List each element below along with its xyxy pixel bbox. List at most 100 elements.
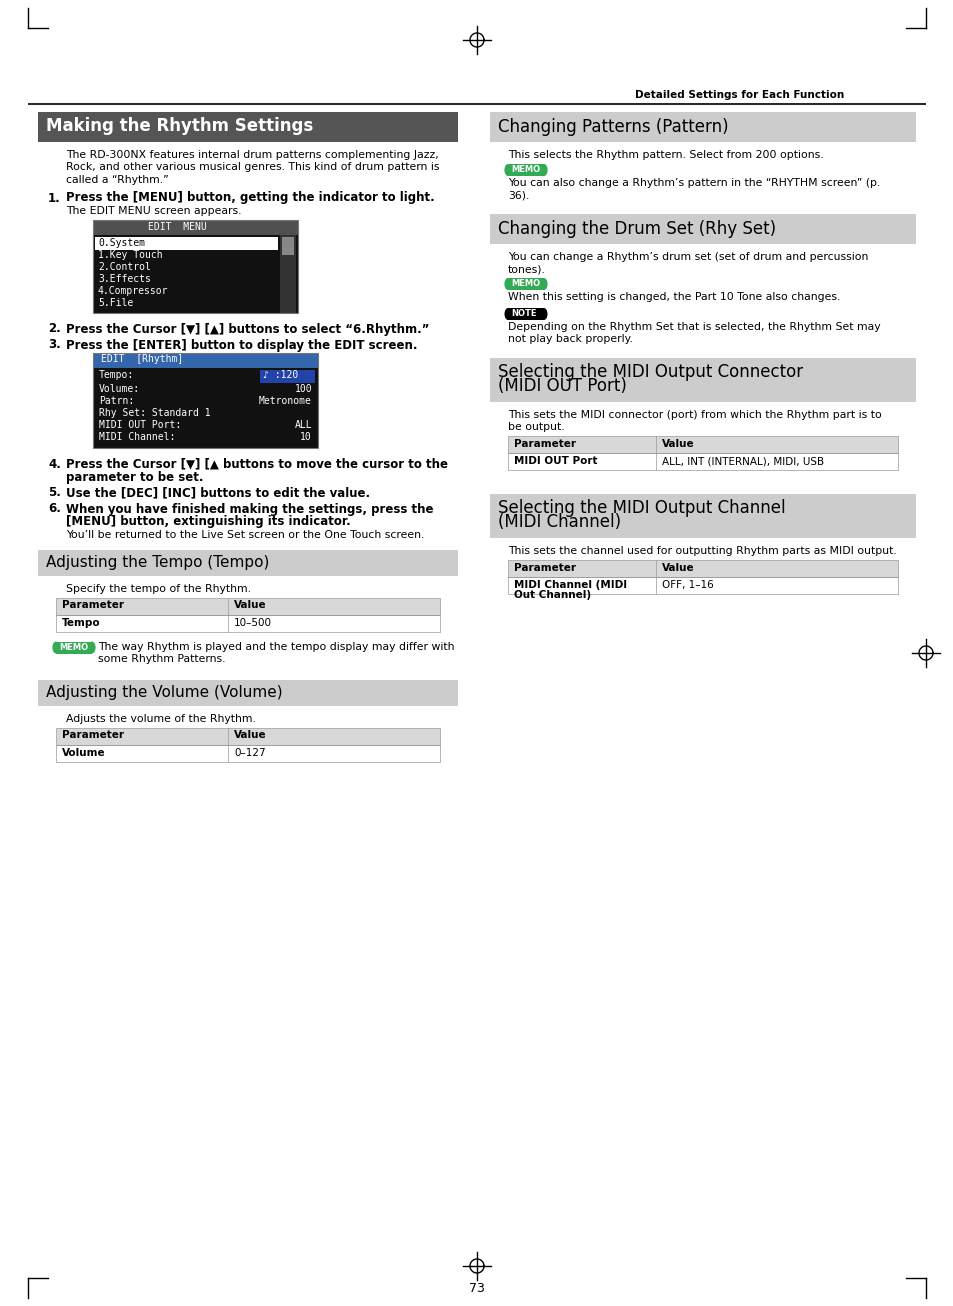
Ellipse shape bbox=[539, 278, 547, 290]
Text: Changing Patterns (Pattern): Changing Patterns (Pattern) bbox=[497, 118, 728, 136]
Text: [MENU] button, extinguishing its indicator.: [MENU] button, extinguishing its indicat… bbox=[66, 516, 351, 529]
Text: Metronome: Metronome bbox=[259, 396, 312, 405]
Text: 0–127: 0–127 bbox=[233, 747, 265, 757]
Text: 4.Compressor: 4.Compressor bbox=[98, 286, 169, 296]
Text: some Rhythm Patterns.: some Rhythm Patterns. bbox=[98, 653, 225, 663]
Text: be output.: be output. bbox=[507, 422, 564, 432]
Text: ALL, INT (INTERNAL), MIDI, USB: ALL, INT (INTERNAL), MIDI, USB bbox=[661, 456, 823, 466]
Text: Tempo: Tempo bbox=[62, 618, 100, 627]
Text: MIDI OUT Port: MIDI OUT Port bbox=[514, 456, 597, 466]
Text: This selects the Rhythm pattern. Select from 200 options.: This selects the Rhythm pattern. Select … bbox=[507, 150, 822, 161]
Ellipse shape bbox=[504, 165, 511, 176]
Bar bbox=[490, 112, 915, 142]
Text: Selecting the MIDI Output Connector: Selecting the MIDI Output Connector bbox=[497, 363, 802, 381]
Bar bbox=[507, 560, 897, 577]
Text: Adjusting the Tempo (Tempo): Adjusting the Tempo (Tempo) bbox=[46, 555, 269, 569]
Text: Patrn:: Patrn: bbox=[99, 396, 134, 405]
Text: Tempo:: Tempo: bbox=[99, 371, 134, 380]
Bar bbox=[280, 235, 295, 312]
Text: 3.: 3. bbox=[48, 338, 61, 351]
Bar bbox=[56, 641, 91, 653]
Ellipse shape bbox=[504, 308, 511, 320]
Bar bbox=[92, 367, 317, 448]
Text: MEMO: MEMO bbox=[511, 165, 539, 174]
Bar bbox=[260, 370, 314, 383]
Ellipse shape bbox=[89, 641, 95, 653]
Text: Depending on the Rhythm Set that is selected, the Rhythm Set may: Depending on the Rhythm Set that is sele… bbox=[507, 323, 880, 332]
Bar bbox=[92, 353, 317, 448]
Bar bbox=[92, 219, 297, 312]
Text: Adjusts the volume of the Rhythm.: Adjusts the volume of the Rhythm. bbox=[66, 713, 255, 724]
Text: EDIT  MENU: EDIT MENU bbox=[148, 222, 207, 231]
Text: Press the [ENTER] button to display the EDIT screen.: Press the [ENTER] button to display the … bbox=[66, 338, 417, 351]
Text: Value: Value bbox=[233, 601, 266, 610]
Text: Value: Value bbox=[233, 730, 266, 741]
Text: 6.: 6. bbox=[48, 503, 61, 516]
Bar bbox=[95, 236, 277, 249]
Bar bbox=[38, 679, 457, 705]
Text: You’ll be returned to the Live Set screen or the One Touch screen.: You’ll be returned to the Live Set scree… bbox=[66, 529, 424, 539]
Text: tones).: tones). bbox=[507, 264, 545, 274]
Text: Press the Cursor [▼] [▲] buttons to select “6.Rhythm.”: Press the Cursor [▼] [▲] buttons to sele… bbox=[66, 323, 429, 336]
Text: 10–500: 10–500 bbox=[233, 618, 272, 627]
Text: Making the Rhythm Settings: Making the Rhythm Settings bbox=[46, 118, 313, 135]
Text: MEMO: MEMO bbox=[511, 279, 539, 289]
Text: OFF, 1–16: OFF, 1–16 bbox=[661, 580, 713, 590]
Text: 73: 73 bbox=[469, 1282, 484, 1296]
Bar bbox=[507, 308, 543, 320]
Text: parameter to be set.: parameter to be set. bbox=[66, 470, 203, 483]
Text: MIDI Channel:: MIDI Channel: bbox=[99, 431, 175, 441]
Text: Adjusting the Volume (Volume): Adjusting the Volume (Volume) bbox=[46, 684, 282, 700]
Text: Detailed Settings for Each Function: Detailed Settings for Each Function bbox=[635, 90, 843, 101]
Text: You can also change a Rhythm’s pattern in the “RHYTHM screen” (p.: You can also change a Rhythm’s pattern i… bbox=[507, 178, 880, 188]
Text: Parameter: Parameter bbox=[62, 730, 124, 741]
Text: Parameter: Parameter bbox=[514, 563, 576, 573]
Text: MEMO: MEMO bbox=[59, 643, 88, 652]
Text: The EDIT MENU screen appears.: The EDIT MENU screen appears. bbox=[66, 205, 241, 215]
Bar bbox=[282, 236, 294, 255]
Text: 2.Control: 2.Control bbox=[98, 263, 151, 273]
Text: Volume: Volume bbox=[62, 747, 106, 757]
Bar bbox=[56, 615, 439, 632]
Text: Press the Cursor [▼] [▲ buttons to move the cursor to the: Press the Cursor [▼] [▲ buttons to move … bbox=[66, 457, 448, 470]
Text: When this setting is changed, the Part 10 Tone also changes.: When this setting is changed, the Part 1… bbox=[507, 293, 840, 302]
Bar bbox=[92, 353, 317, 367]
Ellipse shape bbox=[504, 278, 511, 290]
Text: Changing the Drum Set (Rhy Set): Changing the Drum Set (Rhy Set) bbox=[497, 219, 776, 238]
Text: Parameter: Parameter bbox=[62, 601, 124, 610]
Bar bbox=[490, 358, 915, 402]
Ellipse shape bbox=[539, 165, 547, 176]
Text: Specify the tempo of the Rhythm.: Specify the tempo of the Rhythm. bbox=[66, 584, 251, 593]
Bar bbox=[92, 235, 297, 312]
Bar bbox=[507, 278, 543, 290]
Text: NOTE: NOTE bbox=[511, 310, 536, 317]
Bar bbox=[92, 219, 297, 235]
Text: 3.Effects: 3.Effects bbox=[98, 274, 151, 285]
Text: ♪ :120: ♪ :120 bbox=[263, 371, 298, 380]
Text: (MIDI OUT Port): (MIDI OUT Port) bbox=[497, 377, 626, 394]
Bar bbox=[490, 494, 915, 538]
Bar bbox=[56, 727, 439, 744]
Ellipse shape bbox=[52, 641, 59, 653]
Text: called a “Rhythm.”: called a “Rhythm.” bbox=[66, 175, 169, 185]
Bar bbox=[507, 165, 543, 176]
Bar bbox=[56, 744, 439, 761]
Bar bbox=[507, 453, 897, 470]
Text: 1.: 1. bbox=[48, 192, 61, 205]
Text: Value: Value bbox=[661, 439, 694, 449]
Ellipse shape bbox=[540, 308, 547, 320]
Text: MIDI Channel (MIDI: MIDI Channel (MIDI bbox=[514, 580, 626, 590]
Text: EDIT  [Rhythm]: EDIT [Rhythm] bbox=[101, 354, 183, 364]
Text: ALL: ALL bbox=[294, 419, 312, 430]
Text: Press the [MENU] button, getting the indicator to light.: Press the [MENU] button, getting the ind… bbox=[66, 192, 435, 205]
Text: This sets the MIDI connector (port) from which the Rhythm part is to: This sets the MIDI connector (port) from… bbox=[507, 410, 881, 421]
Text: 5.File: 5.File bbox=[98, 299, 133, 308]
Text: 0.System: 0.System bbox=[98, 238, 145, 248]
Text: This sets the channel used for outputting Rhythm parts as MIDI output.: This sets the channel used for outputtin… bbox=[507, 546, 896, 556]
Text: 2.: 2. bbox=[48, 323, 61, 336]
Text: Out Channel): Out Channel) bbox=[514, 590, 591, 599]
Text: Value: Value bbox=[661, 563, 694, 573]
Text: 36).: 36). bbox=[507, 189, 529, 200]
Text: MIDI OUT Port:: MIDI OUT Port: bbox=[99, 419, 181, 430]
Text: 100: 100 bbox=[294, 384, 312, 393]
